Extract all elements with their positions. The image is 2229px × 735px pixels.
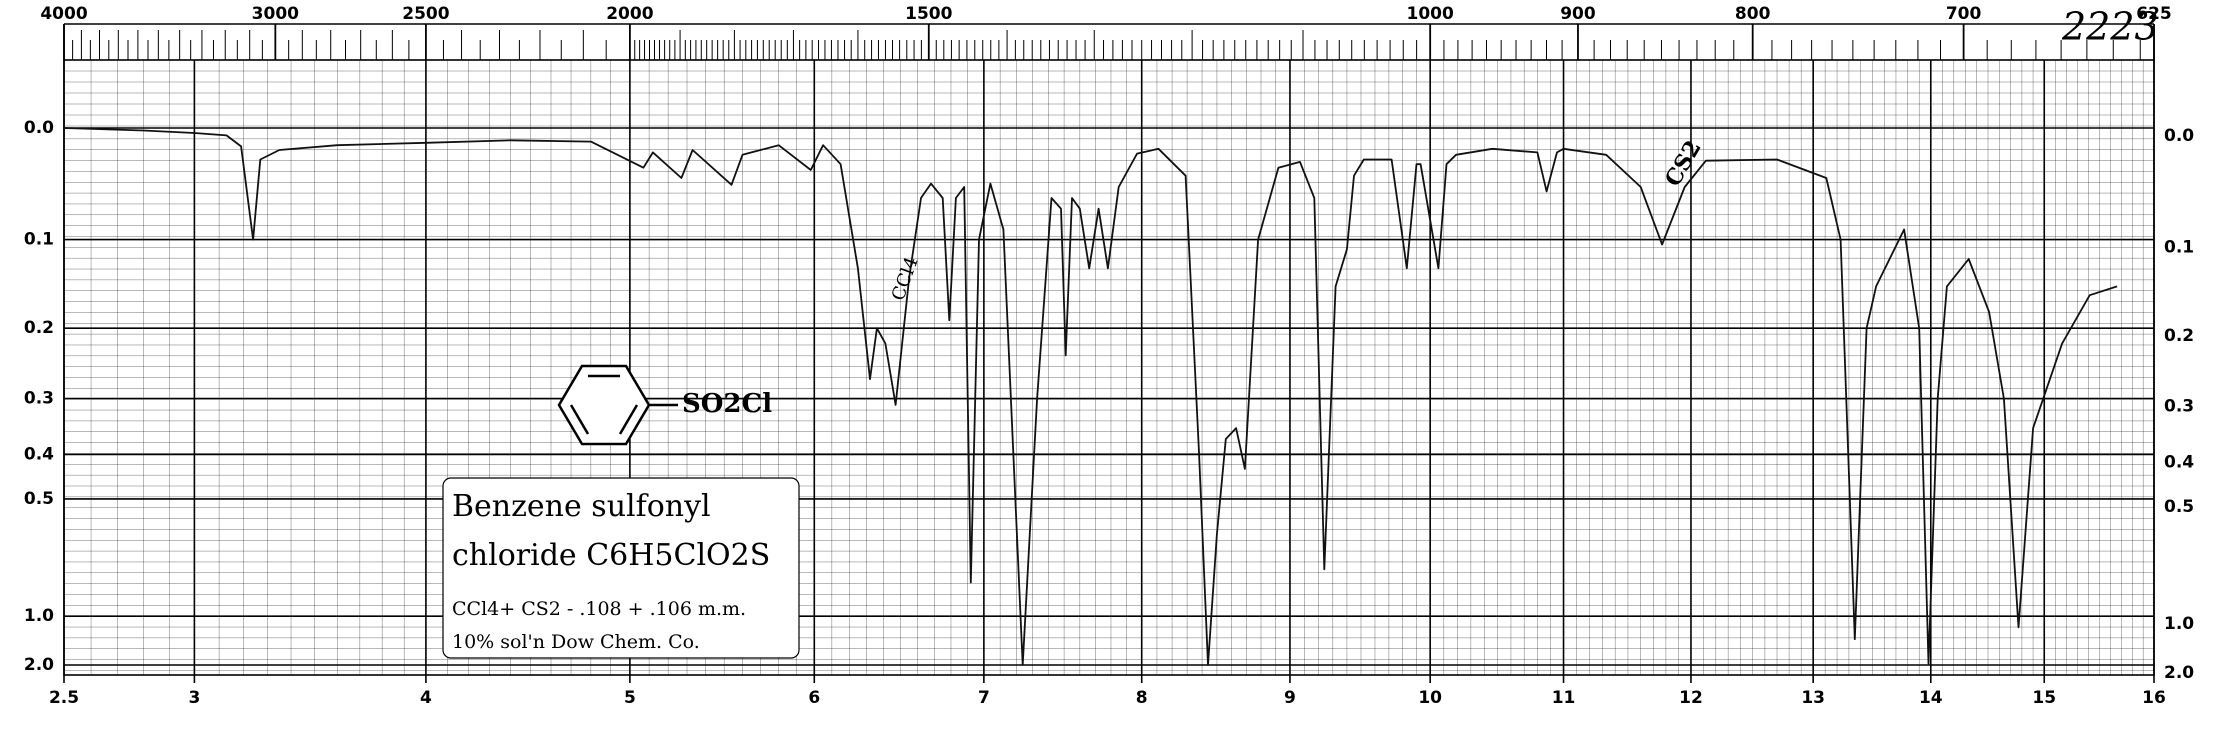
x2-tick-label: 4000 — [40, 4, 87, 24]
y-tick-label-right: 0.0 — [2164, 126, 2194, 146]
y-tick-label-right: 0.1 — [2164, 238, 2194, 258]
x-tick-label: 14 — [1919, 688, 1943, 708]
y-tick-label: 0.5 — [24, 489, 54, 509]
x2-tick-label: 900 — [1560, 4, 1596, 24]
y-tick-label: 1.0 — [24, 606, 54, 626]
x-tick-label: 12 — [1679, 688, 1703, 708]
marks — [63, 127, 2118, 666]
y-tick-label: 0.1 — [24, 230, 54, 250]
x2-tick-label: 3000 — [252, 4, 299, 24]
x2-tick-label: 625 — [2136, 4, 2172, 24]
y-tick-label-right: 2.0 — [2164, 663, 2194, 683]
spectrum-number: 2223 — [2061, 5, 2159, 49]
compound-name: Benzene sulfonyl — [452, 489, 711, 524]
spectrum-line — [63, 127, 2118, 666]
x-tick-label: 15 — [2032, 688, 2056, 708]
double-bond — [618, 404, 639, 435]
x-tick-label: 7 — [978, 688, 990, 708]
x2-tick-label: 700 — [1946, 4, 1982, 24]
note: 10% sol'n Dow Chem. Co. — [452, 631, 700, 653]
note: CCl4+ CS2 - .108 + .106 m.m. — [452, 598, 746, 620]
y-tick-label: 0.3 — [24, 389, 54, 409]
y-tick-label-right: 0.2 — [2164, 326, 2194, 346]
x2-tick-label: 1000 — [1407, 4, 1454, 24]
annotation-box — [442, 477, 800, 659]
x-tick-label: 10 — [1418, 688, 1442, 708]
y-tick-label-right: 0.5 — [2164, 497, 2194, 517]
benzene-structure — [557, 364, 678, 446]
x-tick-label: 16 — [2142, 688, 2166, 708]
x-tick-label: 11 — [1552, 688, 1576, 708]
compound-formula: chloride C6H5ClO2S — [452, 538, 770, 573]
y-tick-label: 2.0 — [24, 655, 54, 675]
y-tick-label-right: 1.0 — [2164, 614, 2194, 634]
x-tick-label: 3 — [188, 688, 200, 708]
x-tick-label: 4 — [420, 688, 432, 708]
x2-tick-label: 2500 — [402, 4, 449, 24]
y-tick-label: 0.4 — [24, 444, 54, 464]
x-tick-label: 8 — [1136, 688, 1148, 708]
y-tick-label-right: 0.3 — [2164, 397, 2194, 417]
x-tick-label: 9 — [1284, 688, 1296, 708]
structure-label: SO2Cl — [682, 389, 772, 419]
x2-tick-label: 800 — [1735, 4, 1771, 24]
x-tick-label: 5 — [624, 688, 636, 708]
double-bond — [569, 404, 590, 435]
x-tick-label: 2.5 — [49, 688, 79, 708]
x2-tick-label: 1500 — [905, 4, 952, 24]
y-tick-label: 0.0 — [24, 118, 54, 138]
x-tick-label: 13 — [1801, 688, 1825, 708]
x2-tick-label: 2000 — [606, 4, 653, 24]
y-tick-label-right: 0.4 — [2164, 452, 2194, 472]
x-tick-label: 6 — [808, 688, 820, 708]
y-tick-label: 0.2 — [24, 318, 54, 338]
